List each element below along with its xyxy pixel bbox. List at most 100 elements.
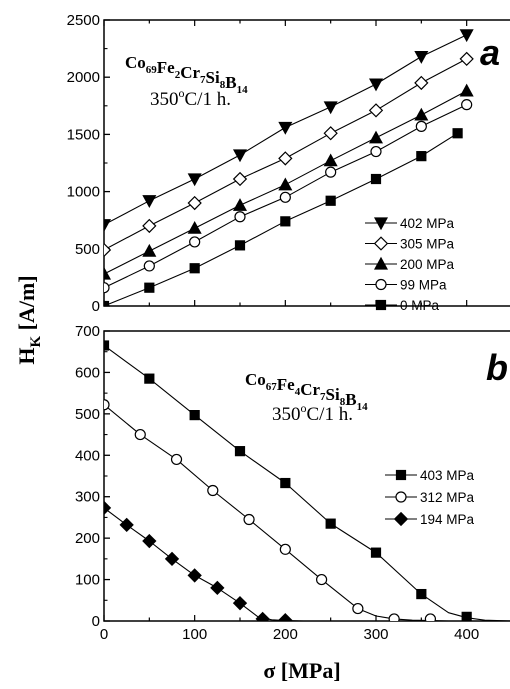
panel-b-ytick-label: 300	[75, 489, 100, 506]
panel-a-legend-marker	[373, 217, 389, 231]
panel-b-ytick-label: 200	[75, 530, 100, 547]
panel-b-annealing: 350oC/1 h.	[272, 401, 353, 425]
panel-b-data-point	[119, 517, 134, 533]
panel-a-data-point	[416, 151, 427, 162]
y-axis-title-unit: [A/m]	[14, 275, 39, 335]
panel-b-data-point	[104, 500, 112, 516]
panel-a-data-point	[278, 177, 293, 191]
panel-a-ytick-label: 1500	[67, 126, 100, 143]
panel-b-element-sub: 14	[357, 401, 369, 413]
panel-a-element: Cr	[180, 63, 200, 82]
panel-a-element-sub: 69	[146, 64, 158, 76]
panel-a-data-point	[370, 145, 382, 158]
panel-a-data-point	[143, 260, 155, 272]
panel-a-data-point	[325, 166, 337, 178]
panel-a-data-point	[323, 153, 338, 167]
panel-b-data-point	[279, 543, 291, 555]
panel-b-data-point	[144, 373, 155, 384]
panel-a-ytick-label: 500	[75, 241, 100, 258]
panel-a-legend-marker	[373, 256, 389, 270]
panel-b-ytick-label: 400	[75, 447, 100, 464]
panel-b-legend-marker	[395, 469, 407, 481]
panel-b-data-point	[280, 477, 291, 489]
panel-a-data-point	[368, 78, 384, 92]
panel-b-data-point	[243, 513, 255, 526]
panel-a-data-point	[325, 195, 336, 206]
panel-a-data-point	[415, 120, 427, 132]
panel-a-legend-label: 305 MPa	[400, 237, 455, 252]
panel-b-legend-label: 312 MPa	[420, 490, 475, 505]
panel-b-element: Cr	[300, 380, 320, 399]
panel-b-element: Co	[245, 370, 266, 389]
panel-a-data-point	[323, 126, 338, 141]
panel-a-composition: Co69Fe2Cr7Si8B14	[125, 53, 248, 96]
panel-a-plot-area	[104, 29, 474, 306]
panel-a-data-point	[414, 75, 429, 91]
panel-b-data-point	[134, 428, 146, 441]
y-axis-title-main: H	[14, 348, 39, 365]
panel-b-xtick-label: 300	[363, 626, 388, 643]
panel-a-letter: a	[480, 32, 500, 73]
panel-a-data-point	[234, 240, 246, 251]
panel-a-data-point	[142, 243, 157, 257]
panel-a-data-point	[104, 282, 110, 294]
panel-a-data-point	[142, 195, 157, 209]
panel-a-element-sub: 7	[200, 74, 206, 86]
panel-a-data-point	[104, 219, 112, 233]
panel-b-element: B	[345, 390, 356, 409]
panel-a-data-point	[368, 103, 384, 118]
panel-b-series-line-1	[104, 404, 449, 621]
panel-b-data-point	[210, 580, 225, 596]
panel-b-data-point	[352, 602, 364, 615]
panel-b-data-point	[232, 596, 248, 611]
panel-b-data-point	[187, 568, 202, 583]
panel-b-legend-marker	[395, 491, 407, 503]
panel-b-legend-label: 403 MPa	[420, 468, 475, 483]
panel-a-annealing: 350oC/1 h.	[150, 86, 231, 110]
panel-a-data-point	[279, 191, 291, 203]
panel-b-ytick-label: 700	[75, 323, 100, 340]
panel-b-data-point	[104, 399, 110, 411]
panel-b-legend-label: 194 MPa	[420, 512, 475, 527]
panel-b-data-point	[234, 446, 246, 457]
panel-a-data-point	[104, 242, 112, 258]
panel-a-data-point	[459, 51, 474, 67]
panel-a-data-point	[189, 236, 201, 248]
panel-a-data-point	[144, 282, 155, 293]
panel-b-series-line-2	[104, 507, 304, 621]
panel-b-data-point	[189, 410, 200, 421]
panel-b-data-point	[104, 340, 110, 351]
panel-a-data-point	[232, 171, 248, 187]
panel-a-legend-marker	[375, 278, 387, 291]
panel-a-data-point	[189, 263, 200, 274]
panel-b-data-point	[278, 613, 293, 621]
panel-a-ytick-label: 1000	[67, 184, 100, 201]
panel-b-data-point	[164, 551, 180, 567]
panel-a-data-point	[232, 198, 248, 211]
panel-a-data-point	[278, 121, 293, 135]
panel-b-composition: Co67Fe4Cr7Si8B14	[245, 370, 368, 413]
panel-a-data-point	[278, 151, 293, 166]
panel-b-data-point	[370, 547, 382, 558]
panel-a-data-point	[368, 130, 384, 144]
panel-b-data-point	[325, 518, 336, 529]
panel-b-data-point	[170, 453, 183, 466]
panel-b-data-point	[255, 611, 270, 621]
panel-b: 0 100 200 300 400 500 600 700 0 100 200 300 400 403 M…	[75, 323, 510, 643]
panel-b-element-sub: 4	[295, 386, 301, 398]
panel-b-ytick-label: 600	[75, 364, 100, 381]
panel-a-data-point	[370, 173, 382, 185]
panel-a-data-point	[142, 218, 157, 234]
panel-a-data-point	[234, 211, 246, 223]
panel-b-xtick-label: 0	[100, 626, 108, 643]
y-axis-title-sub: K	[28, 336, 44, 348]
panel-a-data-point	[187, 195, 202, 211]
panel-a-element: Fe	[157, 58, 175, 77]
panel-b-ytick-label: 0	[92, 613, 100, 630]
panel-a-data-point	[323, 101, 338, 115]
panel-a-data-point	[414, 51, 429, 64]
panel-a-data-point	[232, 149, 248, 163]
panel-a-data-point	[459, 29, 474, 43]
panel-a-data-point	[414, 107, 429, 121]
panel-a-data-point	[452, 128, 463, 139]
